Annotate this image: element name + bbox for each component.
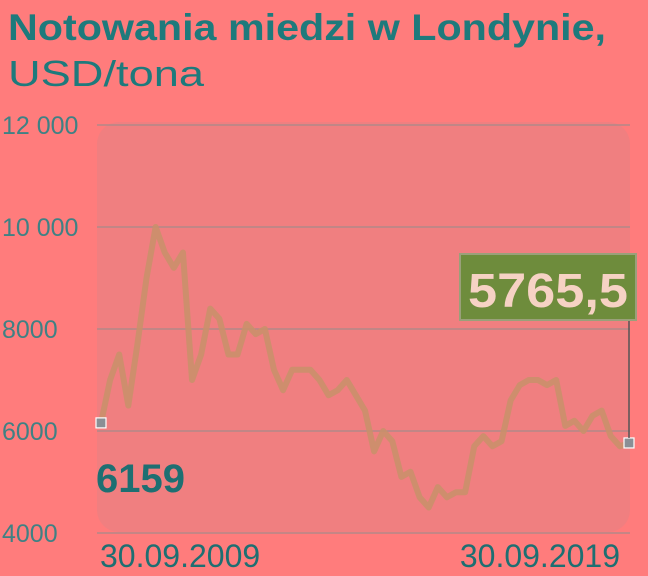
chart-subtitle: USD/tona (8, 53, 205, 94)
plot-area (97, 122, 630, 532)
end-marker (95, 417, 107, 429)
y-tick-label: 12 000 (2, 112, 78, 140)
y-tick-label: 8000 (2, 316, 58, 344)
end-value-label: 5765,5 (468, 265, 628, 318)
x-tick-label: 30.09.2009 (100, 538, 260, 574)
start-value-label: 6159 (96, 457, 185, 501)
chart-title: Notowania miedzi w Londynie, (8, 7, 606, 48)
y-tick-label: 10 000 (2, 214, 78, 242)
y-tick-label: 4000 (2, 520, 58, 548)
data-line (98, 224, 631, 511)
x-tick-label: 30.09.2019 (460, 538, 620, 574)
end-marker (623, 437, 635, 449)
y-tick-label: 6000 (2, 418, 58, 446)
end-label-box (459, 253, 637, 321)
